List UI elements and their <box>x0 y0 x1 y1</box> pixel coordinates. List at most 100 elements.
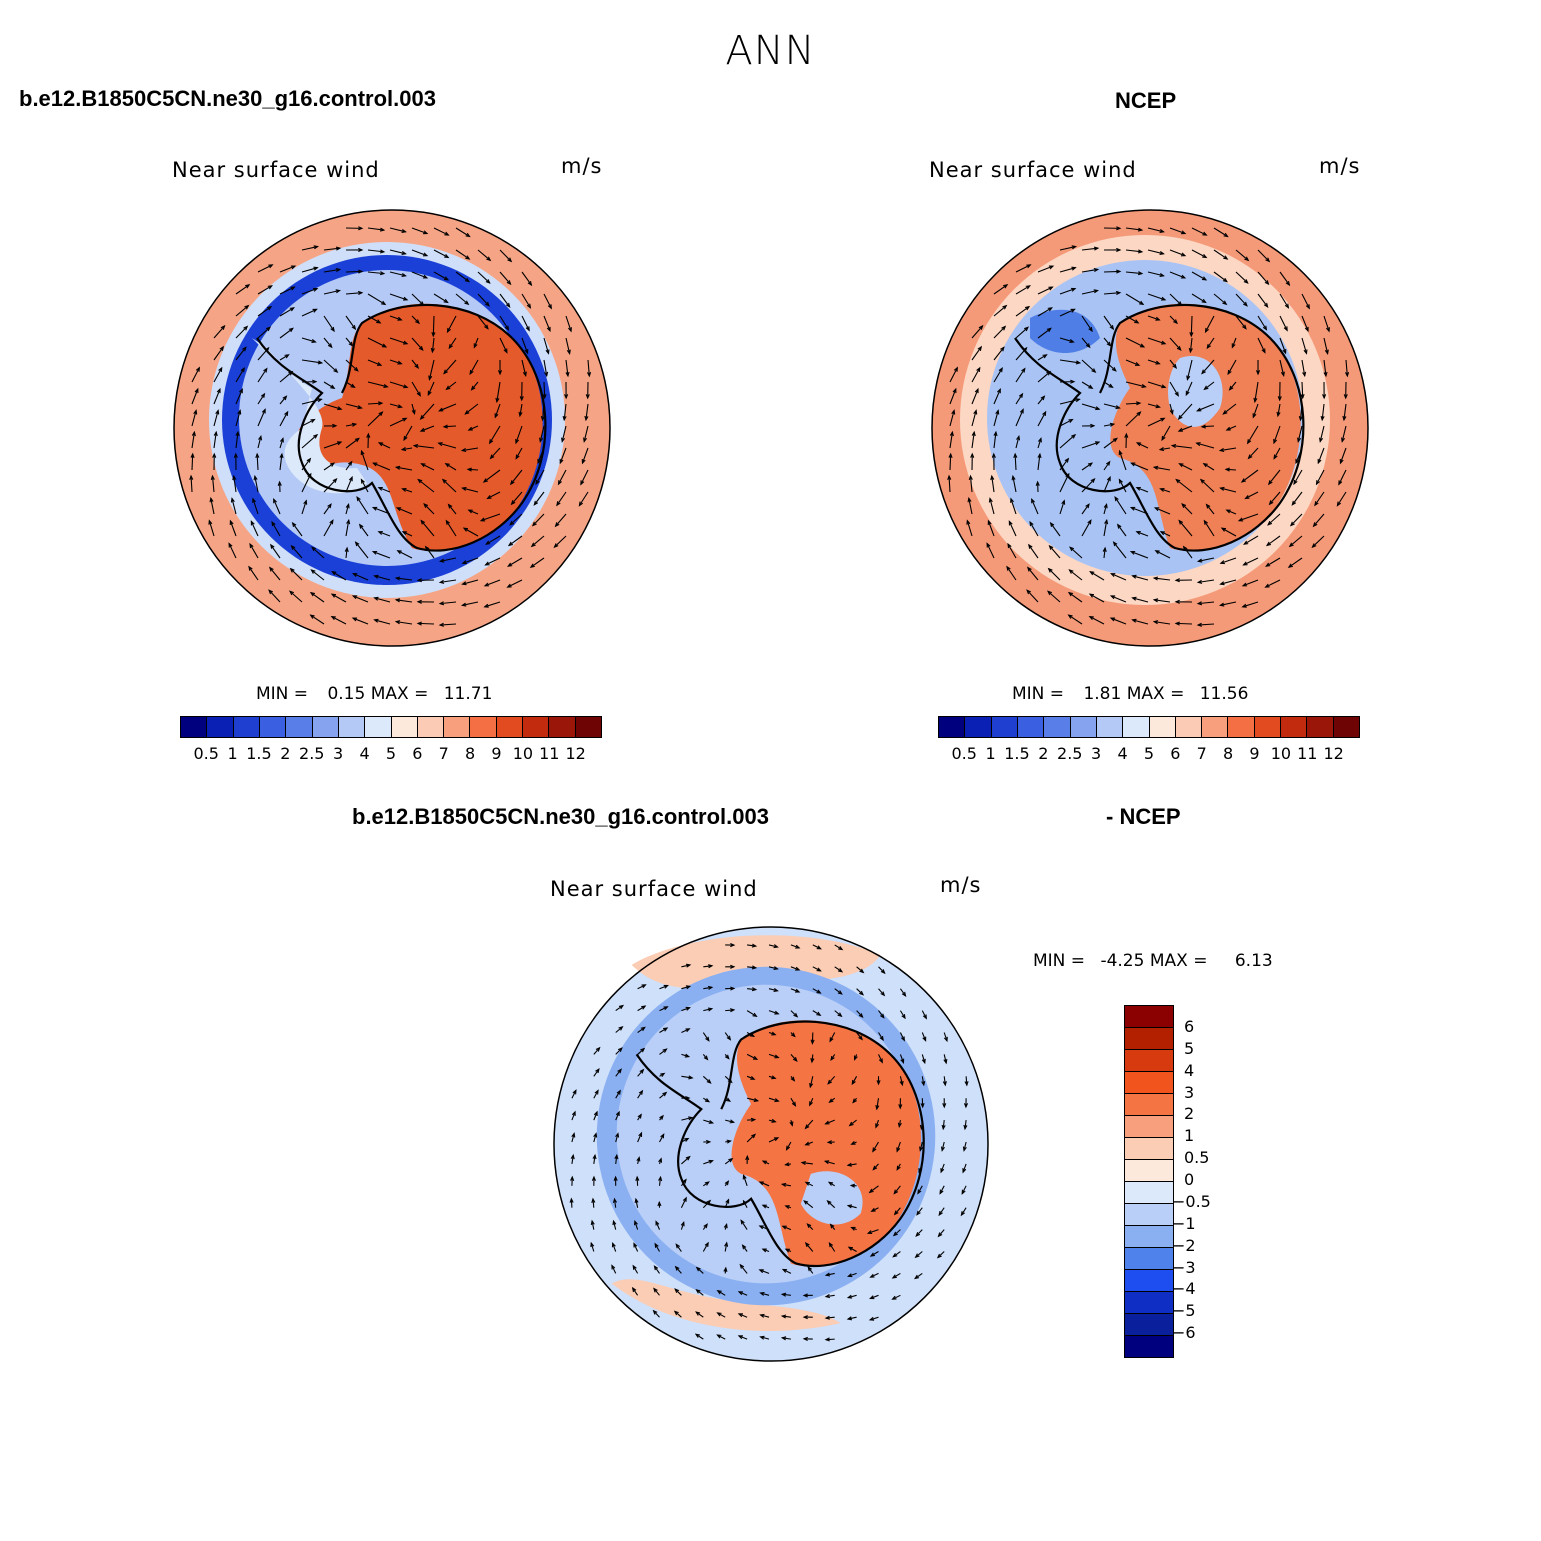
wind-vector-head <box>570 1153 575 1160</box>
wind-vector-head <box>1104 518 1109 525</box>
wind-vector <box>695 1333 704 1340</box>
wind-vector <box>812 966 821 972</box>
wind-vector <box>825 1338 835 1341</box>
wind-vector-head <box>897 1122 902 1128</box>
wind-vector-head <box>1291 500 1297 506</box>
wind-vector-head <box>1265 257 1271 263</box>
wind-vector-head <box>1189 332 1194 338</box>
wind-vector <box>1169 337 1182 351</box>
wind-vector <box>637 1048 645 1055</box>
wind-vector-head <box>307 472 312 479</box>
wind-vector <box>940 1163 945 1173</box>
wind-vector-head <box>816 967 822 972</box>
wind-vector-head <box>1174 391 1179 397</box>
wind-vector <box>834 944 843 951</box>
wind-vector-head <box>291 521 297 528</box>
wind-vector <box>563 403 567 420</box>
wind-vector-head <box>658 1157 663 1163</box>
wind-vector-head <box>824 1315 830 1320</box>
wind-vector <box>1314 491 1325 506</box>
wind-vector-head <box>737 1335 743 1340</box>
wind-vector <box>423 503 435 515</box>
wind-vector <box>440 601 457 605</box>
wind-vector-head <box>758 1225 764 1230</box>
wind-vector <box>433 249 449 258</box>
wind-vector-head <box>422 252 429 257</box>
wind-vector-head <box>1047 307 1053 312</box>
wind-vector <box>856 1032 863 1040</box>
wind-vector-head <box>438 558 445 563</box>
wind-vector <box>1154 466 1171 471</box>
wind-vector <box>455 271 470 282</box>
wind-vector-head <box>724 1241 729 1247</box>
wind-vector-head <box>277 480 282 486</box>
wind-vector <box>1160 447 1171 451</box>
wind-vector-head <box>1109 617 1116 622</box>
wind-vector <box>878 966 886 974</box>
wind-vector <box>191 410 197 427</box>
wind-vector <box>782 1293 791 1296</box>
colorbar-tick-label: 5 <box>1143 744 1155 763</box>
colorbar-swatch <box>1125 1248 1173 1270</box>
wind-vector-head <box>213 430 218 437</box>
wind-vector-head <box>1131 596 1137 601</box>
wind-vector <box>301 434 318 449</box>
wind-vector <box>499 271 511 285</box>
wind-vector-head <box>752 1055 759 1060</box>
min-label: MIN = <box>1012 684 1065 704</box>
colorbar-tick-label: 2 <box>1184 1104 1195 1124</box>
wind-vector-head <box>1336 501 1342 507</box>
wind-vector <box>1103 504 1108 515</box>
wind-vector <box>1103 461 1111 471</box>
wind-vector-head <box>401 487 407 492</box>
wind-vector <box>632 1287 639 1296</box>
wind-vector <box>1026 589 1039 603</box>
wind-vector-head <box>346 518 351 525</box>
wind-vector-head <box>1219 581 1225 586</box>
wind-vector-head <box>685 985 692 990</box>
colorbar-swatch <box>1125 1182 1173 1204</box>
wind-vector <box>825 1294 835 1298</box>
wind-vector <box>717 1334 726 1340</box>
wind-vector <box>876 1098 880 1110</box>
wind-vector <box>1037 395 1045 405</box>
colorbar-tick-label: 2.5 <box>1057 744 1083 763</box>
wind-vector-head <box>807 1266 812 1272</box>
wind-vector-head <box>1131 618 1137 623</box>
wind-vector <box>1154 621 1171 625</box>
wind-vector-head <box>506 583 512 588</box>
wind-vector-head <box>1267 480 1273 486</box>
wind-vector <box>543 381 546 399</box>
wind-vector-head <box>1152 576 1159 581</box>
colorbar-tick-label: −1 <box>1172 1213 1196 1233</box>
wind-vector-head <box>1178 463 1184 468</box>
wind-vector-head <box>962 1146 967 1152</box>
wind-vector-head <box>1135 442 1142 447</box>
wind-vector-head <box>1091 368 1097 374</box>
wind-vector-head <box>1231 343 1236 349</box>
wind-vector-head <box>730 986 736 991</box>
wind-vector <box>894 1207 901 1215</box>
wind-vector <box>1220 487 1237 493</box>
wind-vector-head <box>373 618 379 623</box>
wind-vector <box>439 623 457 626</box>
wind-vector <box>323 337 333 348</box>
wind-vector <box>847 1163 857 1166</box>
wind-vector-head <box>1339 458 1344 465</box>
colorbar-swatch <box>286 717 313 737</box>
wind-vector <box>1154 577 1171 581</box>
wind-vector-head <box>1085 503 1090 509</box>
wind-vector-head <box>562 415 567 422</box>
wind-vector <box>448 337 457 349</box>
wind-vector-head <box>509 480 515 486</box>
wind-vector-head <box>869 1295 875 1300</box>
wind-vector-head <box>354 437 360 443</box>
wind-vector-head <box>446 327 451 334</box>
wind-vector-head <box>1042 410 1047 416</box>
wind-vector <box>487 491 501 499</box>
wind-vector-head <box>723 1266 728 1272</box>
wind-vector <box>960 1207 967 1216</box>
wind-vector-head <box>595 1068 600 1074</box>
wind-vector-head <box>351 617 358 622</box>
wind-vector <box>848 1272 857 1277</box>
